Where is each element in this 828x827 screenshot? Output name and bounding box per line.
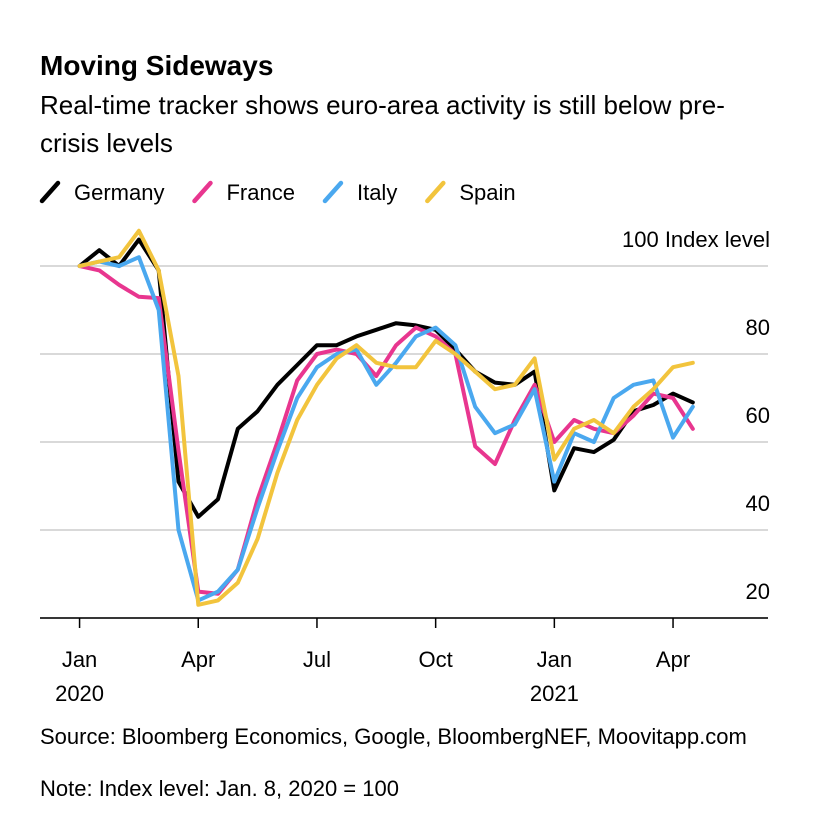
y-tick-label: 60 (746, 403, 770, 428)
source: Source: Bloomberg Economics, Google, Blo… (40, 724, 747, 749)
year-label: 2020 (55, 681, 104, 706)
legend-label: Germany (74, 180, 164, 205)
chart-title: Moving Sideways (40, 50, 274, 81)
x-tick-label: Jan (62, 647, 97, 672)
legend-swatch (192, 180, 213, 204)
legend-swatch (425, 180, 446, 204)
legend-swatch (39, 180, 61, 204)
legend-label: Spain (459, 180, 515, 205)
year-label: 2021 (530, 681, 579, 706)
y-tick-label: 40 (746, 491, 770, 516)
y-tick-label: 80 (746, 315, 770, 340)
x-tick-label: Oct (419, 647, 453, 672)
series-line (77, 264, 695, 596)
x-tick-label: Jan (537, 647, 572, 672)
legend-label: France (226, 180, 294, 205)
series-line (77, 228, 695, 607)
y-tick-label: 20 (746, 579, 770, 604)
note: Note: Index level: Jan. 8, 2020 = 100 (40, 776, 399, 801)
chart-subtitle: Real-time tracker shows euro-area activi… (40, 90, 725, 158)
legend-swatch (322, 180, 344, 204)
y-tick-label: 100 Index level (622, 227, 770, 252)
series-line (77, 255, 695, 603)
x-tick-label: Apr (181, 647, 215, 672)
x-tick-label: Apr (656, 647, 690, 672)
legend-label: Italy (357, 180, 397, 205)
x-tick-label: Jul (303, 647, 331, 672)
